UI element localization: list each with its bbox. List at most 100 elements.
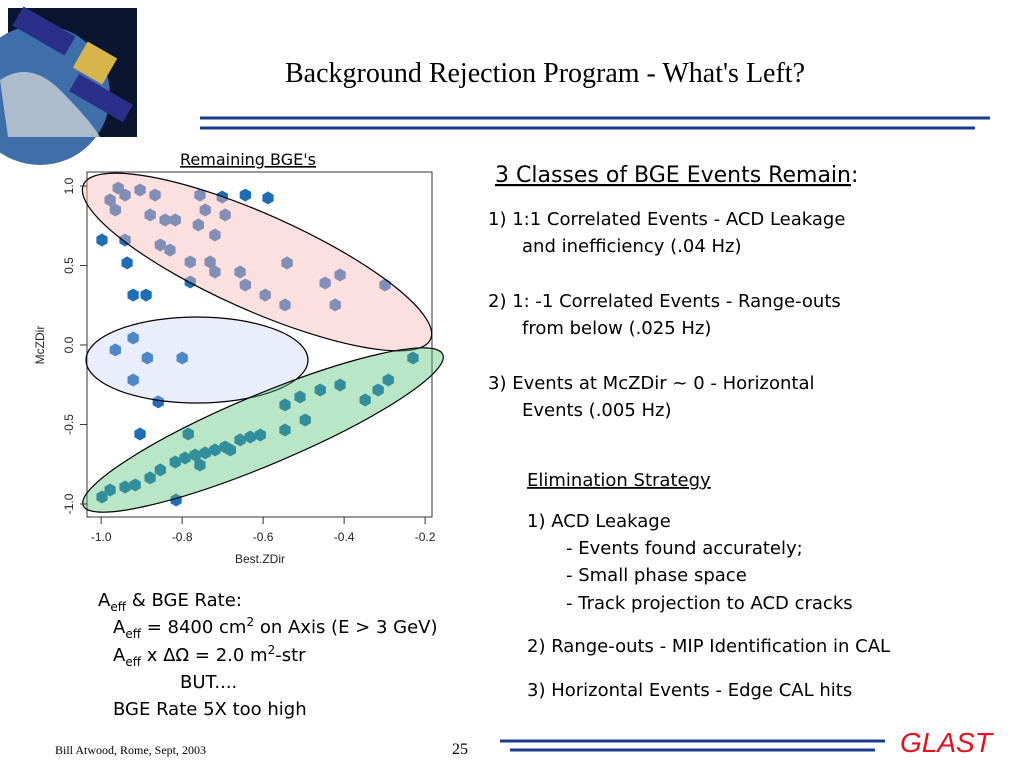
class-item: and inefficiency (.04 Hz) xyxy=(522,236,742,257)
rate-part: A xyxy=(113,617,126,638)
point xyxy=(179,451,191,465)
rate-part: x xyxy=(141,645,163,666)
point xyxy=(169,213,181,227)
point xyxy=(134,183,146,197)
rate-part: = 2.0 m xyxy=(189,645,267,666)
point xyxy=(184,255,196,269)
rate-part: A xyxy=(113,645,126,666)
point xyxy=(209,443,221,457)
heading-text: 3 Classes of BGE Events Remain xyxy=(495,163,851,188)
logo: GLAST xyxy=(900,727,994,758)
point xyxy=(254,428,266,442)
strategy-item: - Track projection to ACD cracks xyxy=(566,593,853,614)
rate-line: BUT.... xyxy=(180,672,237,693)
point xyxy=(144,471,156,485)
point xyxy=(294,390,306,404)
y-tick-label: -0.5 xyxy=(62,414,76,435)
rate-part: on Axis (E > 3 GeV) xyxy=(254,617,437,638)
point xyxy=(334,268,346,282)
point xyxy=(104,193,116,207)
footer-author: Bill Atwood, Rome, Sept, 2003 xyxy=(55,743,206,757)
point xyxy=(96,490,108,504)
ellipse xyxy=(81,172,433,352)
point xyxy=(119,480,131,494)
point xyxy=(119,188,131,202)
class-ellipses xyxy=(81,172,444,513)
point xyxy=(104,483,116,497)
rate-sup: 2 xyxy=(246,615,254,629)
point xyxy=(209,228,221,242)
x-tick-label: -0.8 xyxy=(172,530,193,544)
point xyxy=(140,288,152,302)
rate-sup: 2 xyxy=(268,643,276,657)
point xyxy=(154,238,166,252)
point xyxy=(127,331,139,345)
x-tick-label: -0.4 xyxy=(334,530,355,544)
point xyxy=(141,351,153,365)
y-tick-label: 0.0 xyxy=(62,336,76,353)
point xyxy=(194,188,206,202)
class-item: 3) Events at McZDir ~ 0 - Horizontal xyxy=(488,373,815,394)
point xyxy=(109,343,121,357)
rate-part: & BGE Rate: xyxy=(126,590,242,611)
point xyxy=(199,203,211,217)
point xyxy=(134,427,146,441)
point xyxy=(259,288,271,302)
point xyxy=(262,191,274,205)
point xyxy=(129,478,141,492)
point xyxy=(239,278,251,292)
point xyxy=(154,463,166,477)
point xyxy=(194,458,206,472)
point xyxy=(119,233,131,247)
point xyxy=(199,446,211,460)
point xyxy=(319,276,331,290)
y-axis-label: McZDir xyxy=(33,326,47,365)
class-item: from below (.025 Hz) xyxy=(522,318,711,339)
point xyxy=(382,373,394,387)
point xyxy=(127,373,139,387)
point xyxy=(209,265,221,279)
rate-part: -str xyxy=(275,645,306,666)
point xyxy=(224,443,236,457)
heading-colon: : xyxy=(851,163,858,188)
ellipse xyxy=(82,347,444,513)
point xyxy=(149,188,161,202)
ellipse xyxy=(85,316,309,404)
point xyxy=(234,433,246,447)
chart-title: Remaining BGE's xyxy=(180,150,316,169)
x-axis-label: Best.ZDir xyxy=(235,552,285,566)
rate-part: A xyxy=(98,590,111,611)
rate-part: BUT.... xyxy=(180,672,237,693)
point xyxy=(281,256,293,270)
rate-sub: eff xyxy=(110,600,126,614)
point xyxy=(159,213,171,227)
page-number: 25 xyxy=(452,741,468,758)
point xyxy=(372,383,384,397)
y-tick-label: 0.5 xyxy=(62,257,76,274)
point xyxy=(359,393,371,407)
satellite-image xyxy=(0,6,137,165)
point xyxy=(169,455,181,469)
point xyxy=(170,493,182,507)
point xyxy=(176,351,188,365)
strategy-heading: Elimination Strategy xyxy=(527,470,711,491)
point xyxy=(189,448,201,462)
x-tick-label: -0.2 xyxy=(415,530,436,544)
rate-sub: eff xyxy=(125,627,141,641)
rate-symbol: ΔΩ xyxy=(163,645,189,666)
classes-heading: 3 Classes of BGE Events Remain: xyxy=(495,163,858,188)
strategy-item: - Events found accurately; xyxy=(566,538,803,559)
point xyxy=(127,288,139,302)
point xyxy=(244,430,256,444)
strategy-item: 2) Range-outs - MIP Identification in CA… xyxy=(527,636,890,657)
point xyxy=(182,427,194,441)
point xyxy=(279,423,291,437)
x-tick-label: -0.6 xyxy=(253,530,274,544)
y-tick-label: 1.0 xyxy=(62,177,76,194)
strategy-item: 1) ACD Leakage xyxy=(527,511,671,532)
point xyxy=(279,398,291,412)
point xyxy=(204,255,216,269)
strategy-item: 3) Horizontal Events - Edge CAL hits xyxy=(527,680,852,701)
point xyxy=(407,351,419,365)
